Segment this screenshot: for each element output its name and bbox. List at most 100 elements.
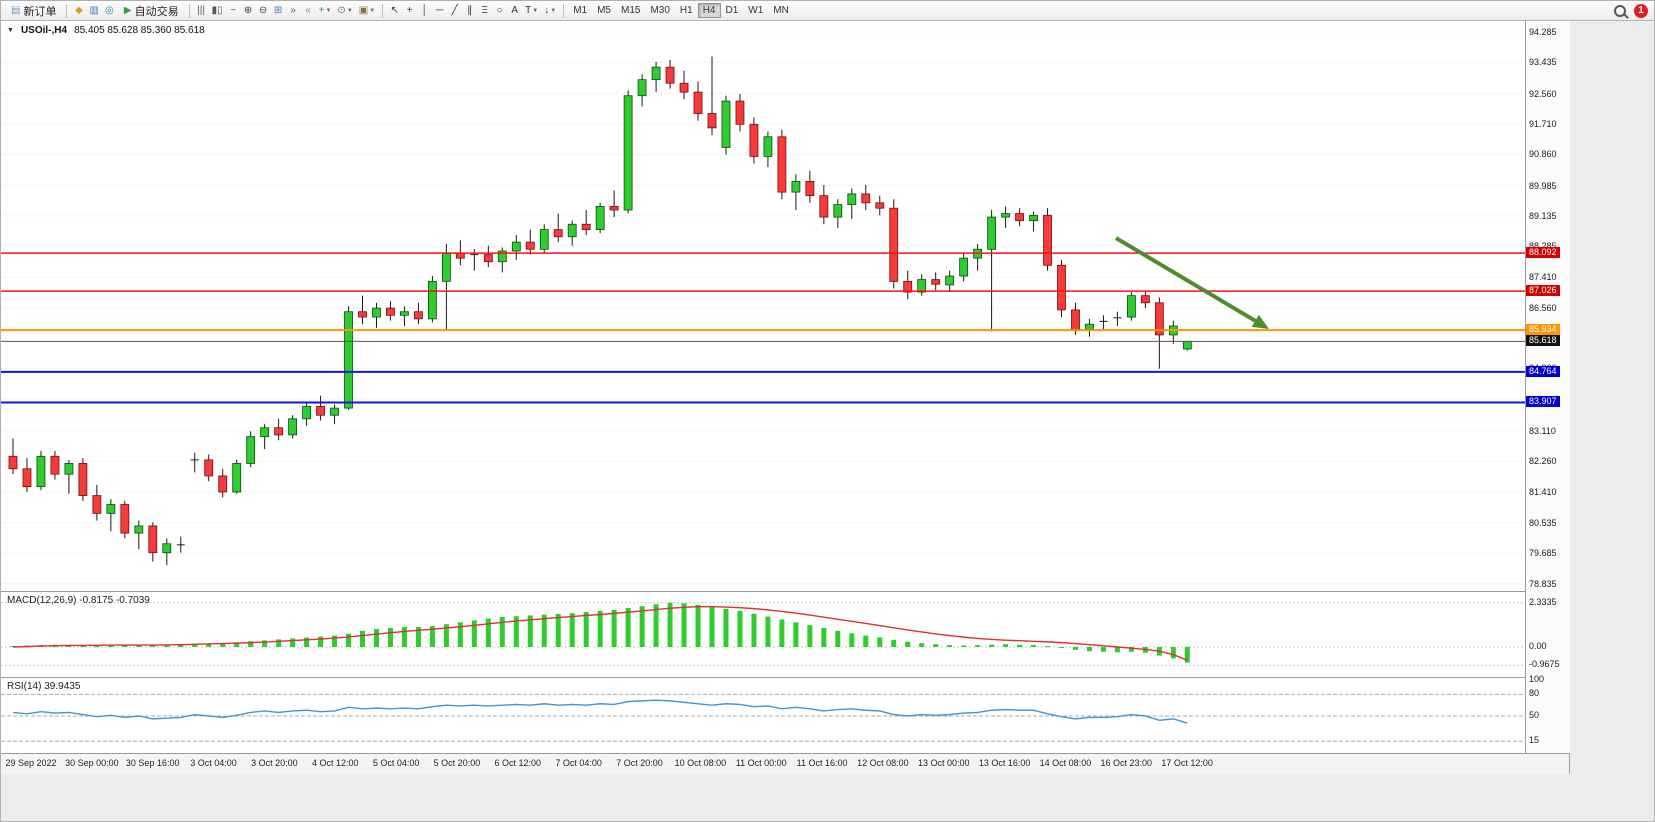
cursor-icon[interactable]: ↖ [387, 3, 402, 19]
fibonacci-icon[interactable]: Ξ [477, 3, 492, 19]
hlines-layer [1, 252, 1525, 404]
date-axis-label: 11 Oct 00:00 [735, 758, 787, 768]
date-axis-label: 4 Oct 12:00 [311, 758, 359, 768]
date-axis-label: 7 Oct 20:00 [616, 758, 663, 768]
toolbar-left-icon-group: ◆ ▥ ◎ [71, 3, 116, 19]
hline-price-tag: 85.934 [1526, 324, 1560, 336]
price-axis-label: 90.860 [1529, 149, 1557, 160]
price-axis-label: 82.260 [1529, 456, 1557, 467]
templates-icon[interactable]: ▣ ▼ [356, 3, 378, 19]
price-axis-label: 94.285 [1529, 27, 1557, 37]
toolbar: ▤ 新订单 ◆ ▥ ◎ ▶ 自动交易 ||| ▮▯ ~ ⊕ ⊖ ⊞» «+ ▼ ⊙ ▼ ▣ ▼ ↖ + │ ─ ╱… [1, 1, 1654, 21]
toolbar-separator [563, 3, 565, 18]
timeframe-d1[interactable]: D1 [721, 3, 744, 18]
date-axis[interactable]: 29 Sep 2022 30 Sep 00:00 30 Sep 16:00 3 Oct… [1, 753, 1569, 774]
timeframe-m15[interactable]: M15 [616, 3, 645, 18]
date-axis-label: 17 Oct 12:00 [1161, 758, 1213, 768]
arrows-icon[interactable]: ↓ ▼ [541, 3, 559, 19]
rsi-label: RSI(14) 39.9435 [7, 681, 81, 692]
candlestick-chart-icon[interactable]: ▮▯ [209, 3, 226, 19]
rsi-axis-label: 50 [1529, 710, 1540, 720]
trend-arrow-annotation [1114, 236, 1269, 329]
text-icon[interactable]: A [507, 3, 522, 19]
price-axis-label: 89.985 [1529, 180, 1557, 191]
date-axis-label: 29 Sep 2022 [5, 758, 57, 768]
horizontal-line-icon[interactable]: ─ [432, 3, 447, 19]
timeframe-h1[interactable]: H1 [675, 3, 698, 18]
autotrading-button[interactable]: ▶ 自动交易 [118, 1, 185, 21]
date-axis-label: 7 Oct 04:00 [555, 758, 602, 768]
timeframe-m5[interactable]: M5 [592, 3, 616, 18]
chevron-down-icon: ▼ [346, 7, 353, 14]
macd-indicator-pane[interactable] [1, 591, 1525, 678]
grid-layer [1, 31, 1525, 585]
shapes-icon[interactable]: ○ [492, 3, 507, 19]
toolbar-separator [382, 3, 384, 18]
new-order-label: 新订单 [23, 5, 57, 18]
auto-scroll-icon[interactable]: » [286, 3, 301, 19]
timeframe-bar: M1 M5 M15 M30 H1 H4 D1 W1 MN [568, 3, 794, 18]
chart-symbol: USOil-,H4 [20, 25, 68, 36]
rsi-axis-label: 15 [1529, 735, 1540, 746]
price-axis-label: 89.135 [1529, 210, 1557, 221]
timeframe-m30[interactable]: M30 [645, 3, 674, 18]
bar-chart-icon[interactable]: ||| [194, 3, 209, 19]
macd-signal-line [12, 606, 1188, 661]
data-window-icon[interactable]: ▥ [86, 3, 101, 19]
date-axis-label: 5 Oct 20:00 [433, 758, 481, 768]
hline-price-tag: 88.092 [1526, 247, 1560, 259]
new-order-button[interactable]: ▤ 新订单 [5, 1, 62, 21]
navigator-icon[interactable]: ◎ [102, 3, 117, 19]
date-axis-label: 6 Oct 12:00 [494, 758, 542, 768]
one-click-collapse-icon[interactable]: ▼ [7, 27, 14, 34]
timeframe-mn[interactable]: MN [768, 3, 794, 18]
price-axis-label: 78.835 [1529, 578, 1557, 589]
chart-window: ▼ USOil-,H4 85.405 85.628 85.360 85.618 … [1, 21, 1570, 774]
timeframe-h4[interactable]: H4 [697, 3, 721, 18]
date-axis-label: 30 Sep 16:00 [125, 758, 180, 768]
price-axis-label: 91.710 [1529, 118, 1557, 129]
timeframe-w1[interactable]: W1 [743, 3, 768, 18]
date-axis-label: 5 Oct 04:00 [372, 758, 420, 768]
text-label-icon[interactable]: T ▼ [522, 3, 541, 19]
price-chart-pane[interactable] [1, 21, 1525, 591]
price-axis-label: 83.110 [1529, 425, 1556, 436]
hline-price-tag: 84.764 [1526, 365, 1560, 377]
price-axis-label: 92.560 [1529, 88, 1557, 99]
chevron-down-icon: ▼ [532, 7, 539, 14]
notification-badge[interactable]: 1 [1634, 3, 1648, 18]
periods-icon[interactable]: ⊙ ▼ [334, 3, 355, 19]
hline-price-tag: 83.907 [1526, 396, 1560, 408]
price-axis-label: 81.410 [1529, 486, 1557, 497]
indicators-icon[interactable]: + ▼ [316, 3, 335, 19]
price-axis[interactable]: 94.285 93.435 92.560 91.710 90.860 89.985 89.1… [1525, 21, 1570, 753]
channel-icon[interactable]: ∥ [462, 3, 477, 19]
autotrading-play-icon: ▶ [123, 4, 132, 16]
price-axis-label: 79.685 [1529, 548, 1557, 559]
macd-label: MACD(12,26,9) -0.8175 -0.7039 [7, 595, 150, 606]
zoom-out-icon[interactable]: ⊖ [256, 3, 271, 19]
date-axis-label: 10 Oct 08:00 [674, 758, 727, 768]
search-icon[interactable] [1614, 4, 1626, 17]
trendline-icon[interactable]: ╱ [447, 3, 462, 19]
chart-shift-icon[interactable]: « [301, 3, 316, 19]
timeframe-m1[interactable]: M1 [568, 3, 592, 18]
line-chart-icon[interactable]: ~ [226, 3, 241, 19]
hline-price-tag: 87.026 [1526, 285, 1560, 297]
price-axis-label: 80.535 [1529, 517, 1557, 528]
date-axis-label: 3 Oct 20:00 [251, 758, 298, 768]
rsi-line [12, 699, 1188, 724]
date-axis-label: 12 Oct 08:00 [857, 758, 909, 768]
new-order-icon: ▤ [11, 4, 21, 16]
chart-title: ▼ USOil-,H4 85.405 85.628 85.360 85.618 [7, 25, 205, 36]
zoom-in-icon[interactable]: ⊕ [241, 3, 256, 19]
macd-axis-label: 0.00 [1529, 641, 1547, 651]
toolbar-chart-icon-group: ||| ▮▯ ~ ⊕ ⊖ ⊞» «+ ▼ ⊙ ▼ ▣ ▼ [194, 3, 379, 19]
market-watch-icon[interactable]: ◆ [71, 3, 86, 19]
rsi-indicator-pane[interactable] [1, 677, 1525, 754]
tile-windows-icon[interactable]: ⊞ [271, 3, 286, 19]
vertical-line-icon[interactable]: │ [417, 3, 432, 19]
crosshair-icon[interactable]: + [402, 3, 417, 19]
current-price-tag: 85.618 [1526, 335, 1560, 347]
